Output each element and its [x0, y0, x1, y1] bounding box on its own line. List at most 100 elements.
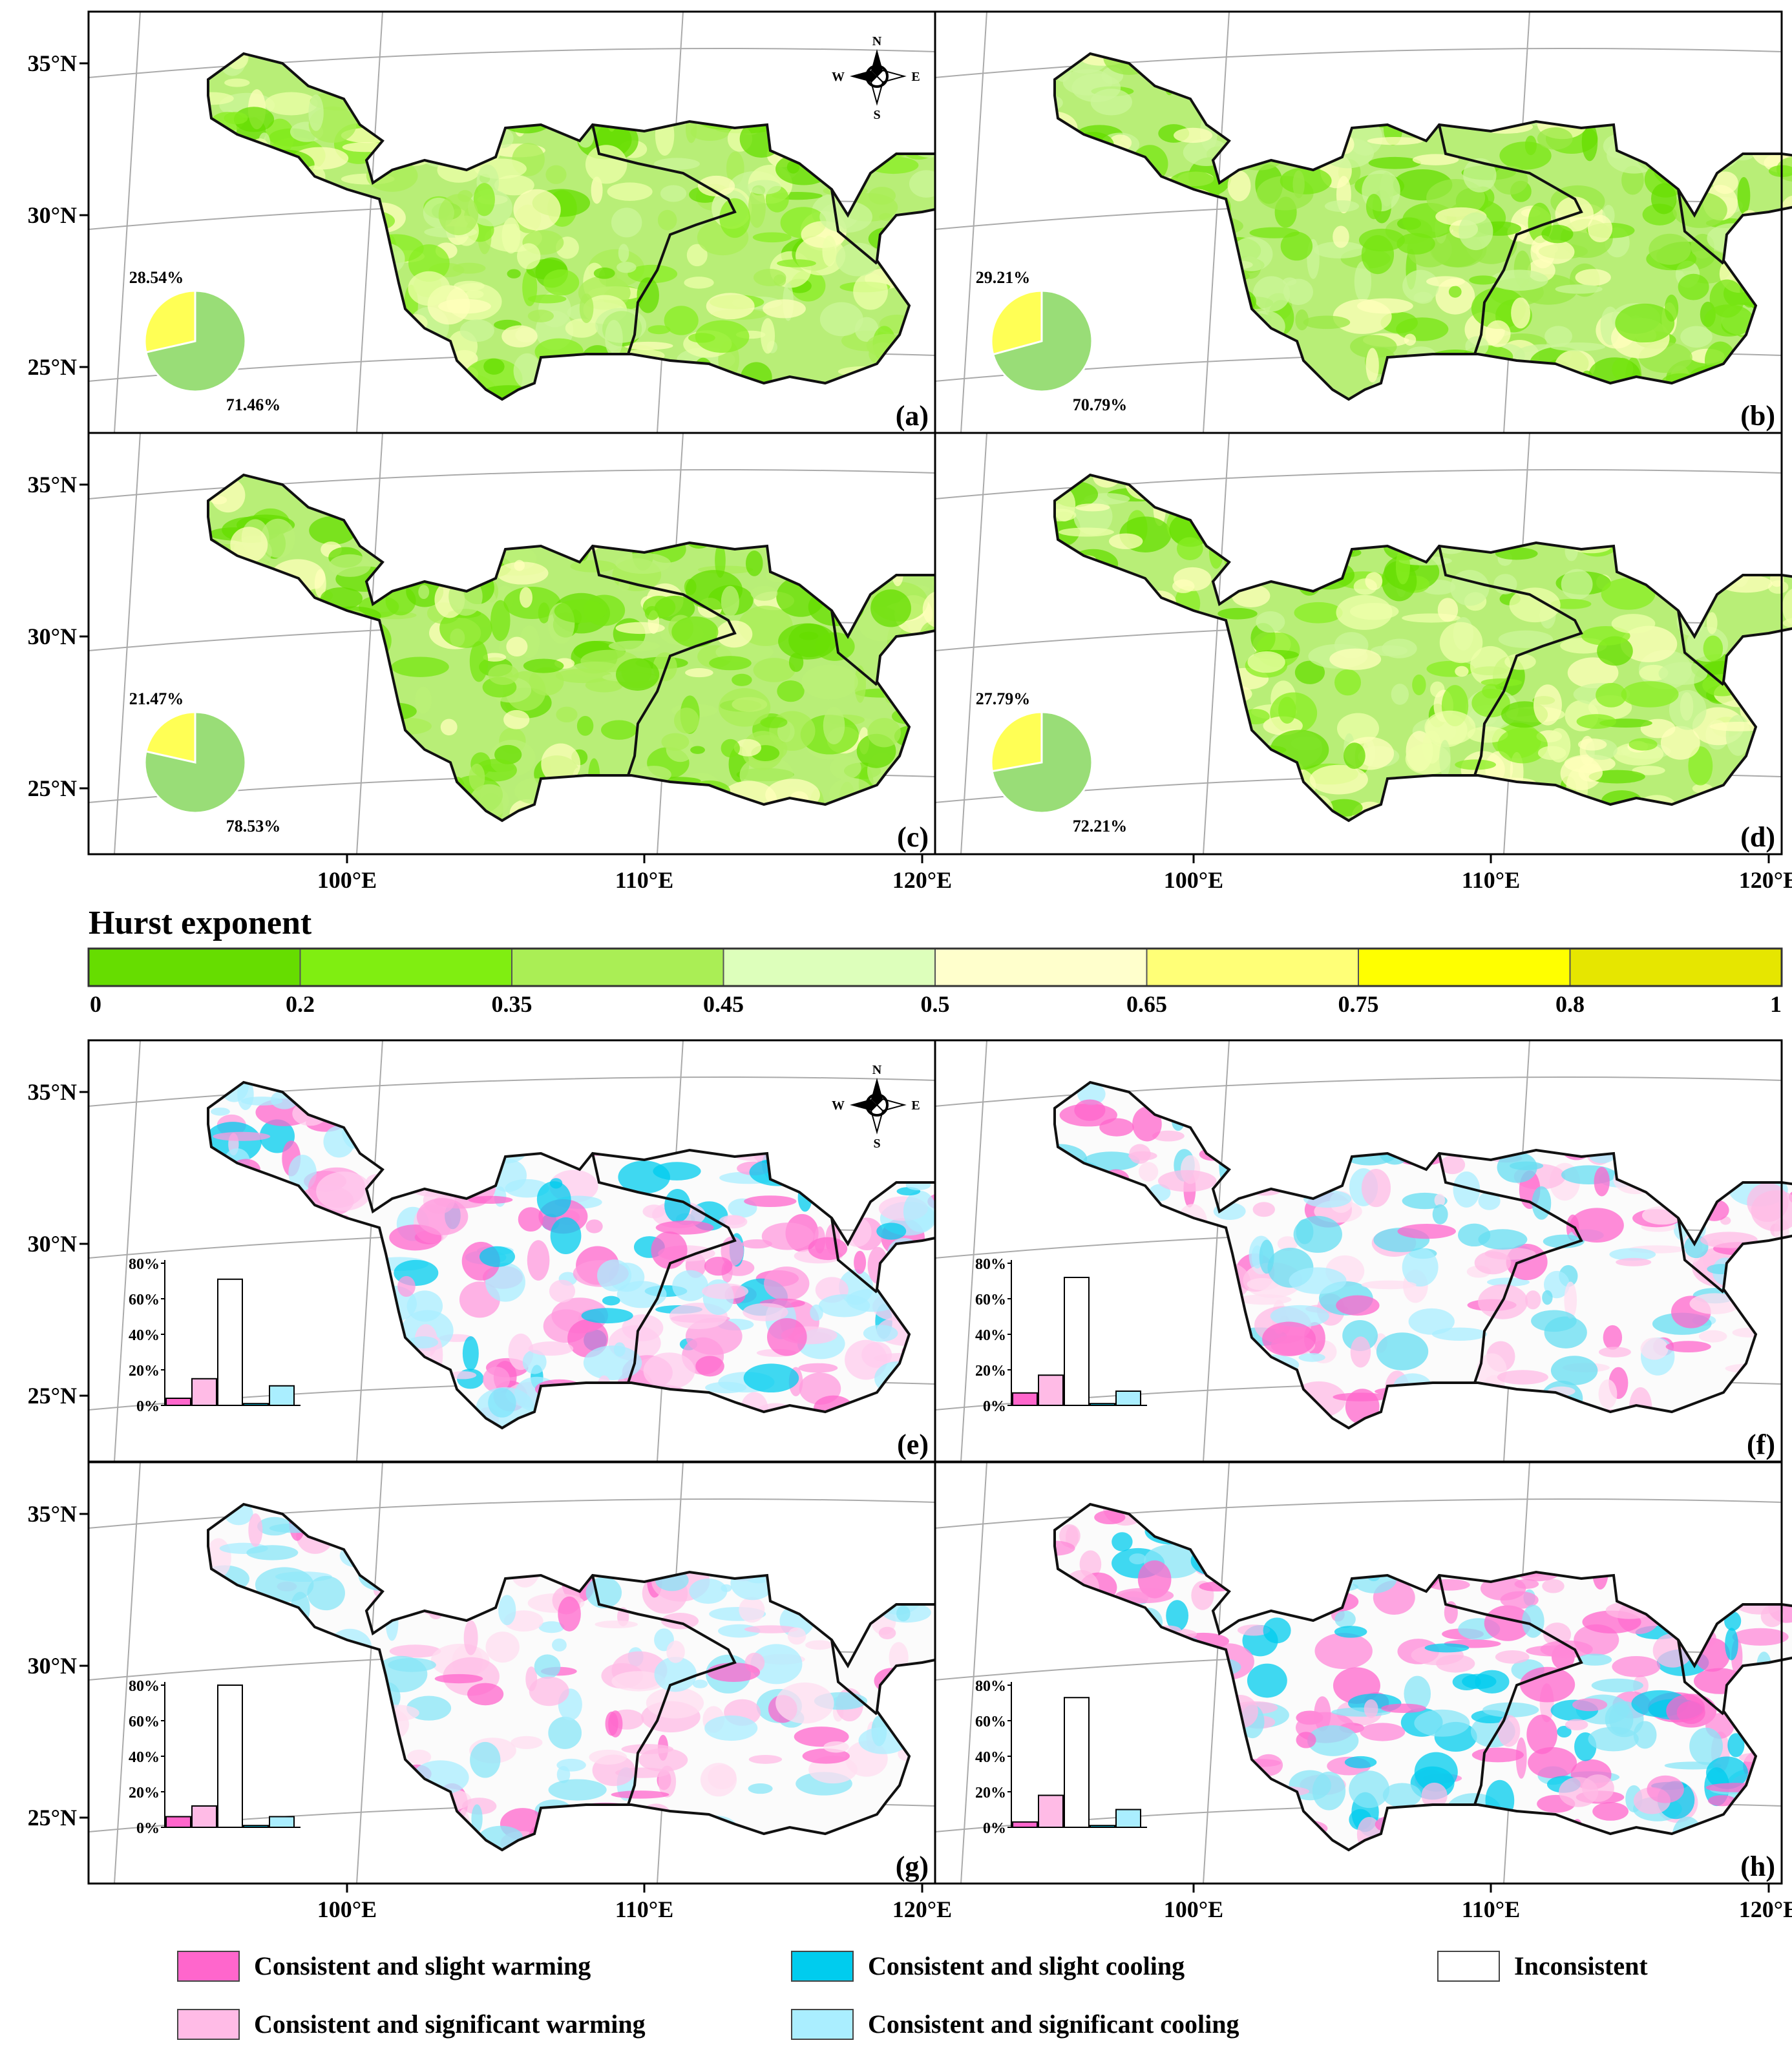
subbasin-boundary — [1438, 545, 1583, 776]
compass-west-arrow — [850, 1099, 877, 1111]
texture-patch — [805, 1640, 834, 1650]
trend-legend: Consistent and slight warming Consistent … — [177, 1951, 1648, 2040]
texture-patch — [1787, 1507, 1792, 1531]
texture-patch — [1157, 1170, 1217, 1192]
texture-patch — [819, 302, 863, 337]
bar — [217, 1685, 243, 1828]
texture-patch — [1329, 648, 1382, 670]
colorbar-tick-label: 0.75 — [1338, 991, 1379, 1017]
graticule-lon — [960, 11, 987, 434]
texture-patch — [863, 1325, 898, 1342]
texture-patch — [1647, 1775, 1684, 1803]
texture-patch — [595, 308, 647, 343]
texture-patch — [1277, 1236, 1298, 1252]
texture-patch — [1577, 1653, 1612, 1666]
texture-patch — [543, 269, 580, 296]
texture-patch — [1565, 1719, 1588, 1730]
texture-patch — [611, 1790, 669, 1799]
texture-patch — [1334, 1610, 1356, 1628]
texture-patch — [1564, 1281, 1577, 1319]
texture-patch — [1601, 578, 1656, 610]
texture-patch — [1537, 127, 1573, 150]
texture-patch — [1578, 763, 1603, 782]
subbasin-boundary — [1438, 124, 1583, 355]
texture-patch — [1455, 759, 1496, 770]
texture-patch — [570, 560, 617, 572]
texture-patch — [1550, 1356, 1598, 1385]
colorbar-segment — [88, 948, 301, 987]
texture-patch — [615, 658, 660, 691]
texture-patch — [513, 189, 561, 231]
graticule-lon — [1203, 1462, 1230, 1884]
texture-patch — [671, 616, 719, 647]
compass-e-label: E — [911, 70, 920, 84]
texture-patch — [692, 1679, 708, 1688]
texture-patch — [434, 1674, 483, 1684]
texture-patch — [1616, 1257, 1652, 1266]
texture-patch — [516, 243, 541, 269]
texture-patch — [1421, 1782, 1448, 1809]
texture-patch — [1620, 625, 1678, 662]
texture-patch — [1469, 275, 1497, 285]
texture-patch — [1649, 233, 1691, 265]
bar — [1064, 1277, 1090, 1406]
bar-axis-label: 0% — [136, 1398, 160, 1415]
texture-patch — [715, 543, 726, 578]
texture-patch — [407, 1749, 432, 1765]
lat-label: 35°N — [28, 50, 77, 76]
lat-label: 25°N — [28, 775, 77, 801]
texture-patch — [1059, 1524, 1080, 1548]
lon-label: 120°E — [1739, 1896, 1792, 1922]
texture-patch — [556, 1758, 586, 1772]
bar-axis-label: 0% — [136, 1820, 160, 1837]
texture-patch — [602, 1296, 620, 1306]
lat-label: 30°N — [28, 202, 77, 228]
texture-patch — [1252, 1202, 1276, 1217]
texture-patch — [1313, 241, 1366, 258]
texture-patch — [448, 1371, 477, 1380]
texture-patch — [761, 318, 775, 354]
texture-patch — [1467, 726, 1508, 743]
texture-patch — [230, 527, 268, 563]
texture-patch — [1071, 73, 1121, 102]
texture-patch — [719, 198, 750, 238]
texture-patch — [1414, 1709, 1470, 1737]
bar-axis-label: 60% — [975, 1714, 1006, 1730]
texture-patch — [1594, 1167, 1610, 1197]
legend-label: Consistent and significant cooling — [868, 2010, 1239, 2039]
bar-axis-label: 80% — [975, 1678, 1006, 1695]
texture-patch — [1395, 548, 1410, 585]
graticule-lat — [88, 1076, 936, 1107]
subbasin-boundary — [1438, 1153, 1583, 1383]
trend-panel: 0% 20% 40% 60% 80% (f) — [934, 1039, 1792, 1463]
texture-patch — [617, 1281, 667, 1308]
graticule-lat — [88, 48, 936, 78]
texture-patch — [1437, 598, 1459, 622]
texture-patch — [1344, 1756, 1377, 1769]
texture-patch — [1336, 1295, 1380, 1316]
bar-axis-label: 40% — [129, 1749, 160, 1766]
texture-patch — [1525, 1290, 1541, 1310]
bar — [1064, 1697, 1090, 1828]
texture-patch — [646, 1687, 704, 1719]
panel-label: (h) — [1740, 1851, 1775, 1882]
texture-patch — [1336, 594, 1393, 630]
colorbar-segment — [511, 948, 724, 987]
texture-patch — [1784, 1749, 1792, 1764]
texture-patch — [748, 1754, 783, 1764]
texture-patch — [743, 1363, 799, 1393]
bar-axis-label: 60% — [975, 1292, 1006, 1308]
texture-patch — [1707, 1795, 1736, 1807]
texture-patch — [1581, 122, 1598, 162]
texture-patch — [1463, 158, 1497, 193]
bar — [1115, 1809, 1141, 1828]
texture-patch — [739, 1597, 765, 1623]
texture-patch — [1611, 614, 1656, 634]
colorbar-tick-label: 0.65 — [1126, 991, 1167, 1017]
texture-patch — [1099, 1118, 1134, 1137]
compass-n-label: N — [872, 1063, 882, 1077]
compass-icon: N S E W — [832, 34, 920, 122]
texture-patch — [438, 194, 479, 236]
subbasin-boundary — [591, 124, 737, 355]
hurst-panel: 27.79% 72.21% (d) 100°E 110°E 120°E — [934, 432, 1792, 893]
